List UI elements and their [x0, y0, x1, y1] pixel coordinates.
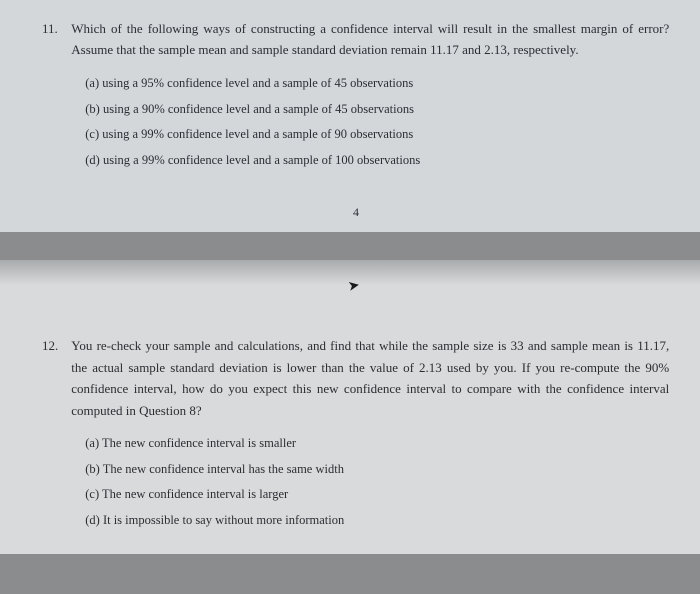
q11-stem: Which of the following ways of construct… — [71, 18, 669, 61]
q12-body: You re-check your sample and calculation… — [71, 335, 669, 535]
q11-option-c: (c) using a 99% confidence level and a s… — [85, 124, 669, 145]
q11-options: (a) using a 95% confidence level and a s… — [71, 73, 669, 171]
mouse-cursor-icon: ➤ — [347, 277, 362, 296]
q11-option-a: (a) using a 95% confidence level and a s… — [85, 73, 669, 94]
q12-option-a: (a) The new confidence interval is small… — [85, 433, 669, 454]
q12-options: (a) The new confidence interval is small… — [71, 433, 669, 531]
q11-option-d: (d) using a 99% confidence level and a s… — [85, 150, 669, 171]
page-bottom-section: ➤ 12. You re-check your sample and calcu… — [0, 260, 700, 553]
question-12: 12. You re-check your sample and calcula… — [42, 335, 670, 535]
q12-option-c: (c) The new confidence interval is large… — [85, 484, 669, 505]
q12-option-d: (d) It is impossible to say without more… — [85, 510, 669, 531]
q12-stem: You re-check your sample and calculation… — [71, 335, 669, 421]
page-top-section: 11. Which of the following ways of const… — [0, 0, 700, 232]
q11-body: Which of the following ways of construct… — [71, 18, 669, 175]
question-11: 11. Which of the following ways of const… — [42, 18, 670, 175]
page-number: 4 — [42, 205, 670, 220]
q12-number: 12. — [42, 335, 68, 356]
q12-option-b: (b) The new confidence interval has the … — [85, 459, 669, 480]
q11-number: 11. — [42, 18, 68, 39]
q11-option-b: (b) using a 90% confidence level and a s… — [85, 99, 669, 120]
